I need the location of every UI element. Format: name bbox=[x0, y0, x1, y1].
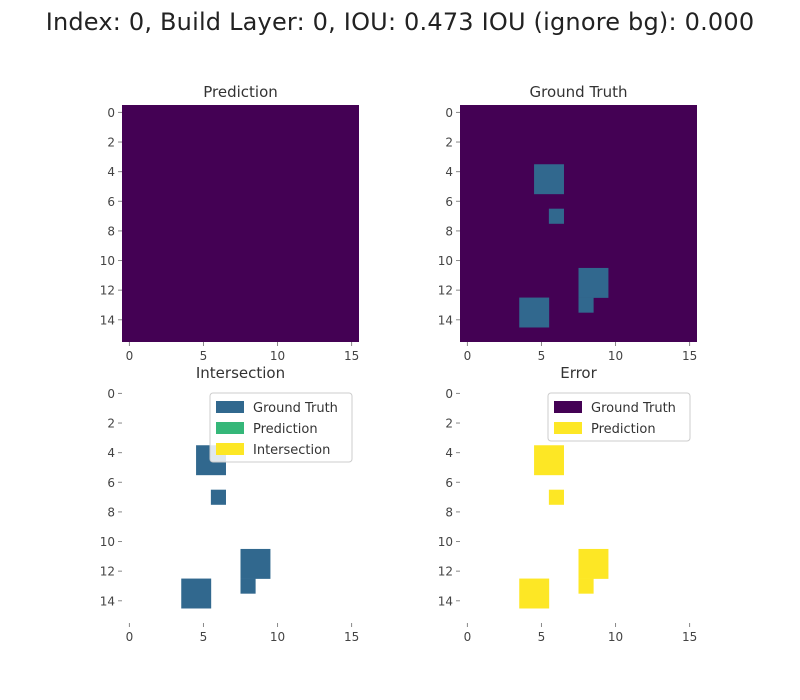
y-tick-label: 0 bbox=[107, 106, 115, 120]
y-tick-label: 4 bbox=[445, 165, 453, 179]
legend-swatch bbox=[554, 401, 582, 413]
y-tick-label: 6 bbox=[107, 195, 115, 209]
legend-swatch bbox=[216, 401, 244, 413]
y-tick-label: 6 bbox=[107, 476, 115, 490]
legend-swatch bbox=[216, 422, 244, 434]
y-tick-label: 2 bbox=[445, 417, 453, 431]
legend-label: Ground Truth bbox=[591, 401, 676, 416]
x-tick-label: 0 bbox=[464, 630, 472, 644]
heatmap-cell bbox=[578, 267, 609, 298]
y-tick-label: 8 bbox=[107, 224, 115, 238]
y-tick-label: 12 bbox=[100, 565, 115, 579]
heatmap-cell bbox=[548, 489, 564, 505]
y-tick-label: 2 bbox=[107, 136, 115, 150]
legend-swatch bbox=[216, 443, 244, 455]
heatmap-cell bbox=[578, 548, 609, 579]
x-tick-label: 10 bbox=[608, 349, 623, 363]
heatmap-background bbox=[122, 105, 359, 342]
y-tick-label: 8 bbox=[445, 224, 453, 238]
x-tick-label: 10 bbox=[608, 630, 623, 644]
y-tick-label: 10 bbox=[100, 254, 115, 268]
x-tick-label: 5 bbox=[538, 630, 546, 644]
heatmap-cell bbox=[534, 445, 564, 476]
legend: Ground Truth Prediction Intersection bbox=[209, 392, 353, 463]
x-tick-label: 15 bbox=[344, 349, 359, 363]
legend-label: Ground Truth bbox=[253, 401, 338, 416]
y-tick-label: 14 bbox=[100, 313, 115, 327]
y-tick-label: 10 bbox=[438, 254, 453, 268]
x-tick-label: 10 bbox=[270, 349, 285, 363]
y-tick-label: 12 bbox=[438, 284, 453, 298]
y-tick-label: 2 bbox=[107, 417, 115, 431]
legend-frame bbox=[547, 392, 691, 442]
heatmap-cell bbox=[578, 297, 594, 313]
legend: Ground Truth Prediction bbox=[547, 392, 691, 442]
panel-ground-truth: Ground Truth 0 2 4 6 8 10 12 14 0 5 10 15 bbox=[438, 83, 698, 363]
panel-title: Error bbox=[560, 364, 597, 382]
x-tick-label: 15 bbox=[682, 349, 697, 363]
heatmap-cell bbox=[578, 578, 594, 594]
legend-swatch bbox=[554, 422, 582, 434]
legend-label: Intersection bbox=[253, 443, 330, 458]
heatmap-cell bbox=[181, 578, 212, 609]
y-tick-label: 0 bbox=[445, 387, 453, 401]
x-tick-label: 5 bbox=[538, 349, 546, 363]
x-tick-label: 0 bbox=[464, 349, 472, 363]
y-tick-label: 4 bbox=[107, 446, 115, 460]
legend-frame bbox=[209, 392, 353, 463]
figure-suptitle: Index: 0, Build Layer: 0, IOU: 0.473 IOU… bbox=[45, 8, 755, 36]
x-tick-label: 15 bbox=[682, 630, 697, 644]
x-tick-label: 15 bbox=[344, 630, 359, 644]
legend-label: Prediction bbox=[591, 422, 656, 437]
x-tick-label: 5 bbox=[200, 349, 208, 363]
y-tick-label: 12 bbox=[100, 284, 115, 298]
y-tick-label: 6 bbox=[445, 476, 453, 490]
y-tick-label: 8 bbox=[107, 505, 115, 519]
y-tick-label: 4 bbox=[107, 165, 115, 179]
y-tick-label: 8 bbox=[445, 505, 453, 519]
panel-title: Prediction bbox=[203, 83, 278, 101]
panel-title: Ground Truth bbox=[530, 83, 628, 101]
panel-prediction: Prediction 0 2 4 6 8 10 12 14 0 5 10 15 bbox=[100, 83, 360, 363]
panel-error: Error 0 2 4 6 8 10 12 14 0 5 10 15 Ground Truth Predic… bbox=[438, 364, 698, 644]
legend-label: Prediction bbox=[253, 422, 318, 437]
x-tick-label: 0 bbox=[126, 630, 134, 644]
y-tick-label: 10 bbox=[438, 535, 453, 549]
heatmap-cell bbox=[210, 489, 226, 505]
heatmap-cell bbox=[519, 578, 550, 609]
y-tick-label: 6 bbox=[445, 195, 453, 209]
panel-title: Intersection bbox=[196, 364, 285, 382]
y-tick-label: 4 bbox=[445, 446, 453, 460]
panel-intersection: Intersection 0 2 4 6 8 10 12 14 0 5 10 15 Ground Trut… bbox=[100, 364, 360, 644]
y-tick-label: 10 bbox=[100, 535, 115, 549]
heatmap-cell bbox=[240, 578, 256, 594]
heatmap-cell bbox=[519, 297, 550, 328]
heatmap-cell bbox=[534, 164, 564, 195]
y-tick-label: 0 bbox=[445, 106, 453, 120]
x-tick-label: 5 bbox=[200, 630, 208, 644]
x-tick-label: 0 bbox=[126, 349, 134, 363]
y-tick-label: 14 bbox=[438, 594, 453, 608]
x-tick-label: 10 bbox=[270, 630, 285, 644]
heatmap-cell bbox=[240, 548, 271, 579]
y-tick-label: 14 bbox=[100, 594, 115, 608]
y-tick-label: 0 bbox=[107, 387, 115, 401]
heatmap-cell bbox=[548, 208, 564, 224]
y-tick-label: 14 bbox=[438, 313, 453, 327]
y-tick-label: 12 bbox=[438, 565, 453, 579]
y-tick-label: 2 bbox=[445, 136, 453, 150]
